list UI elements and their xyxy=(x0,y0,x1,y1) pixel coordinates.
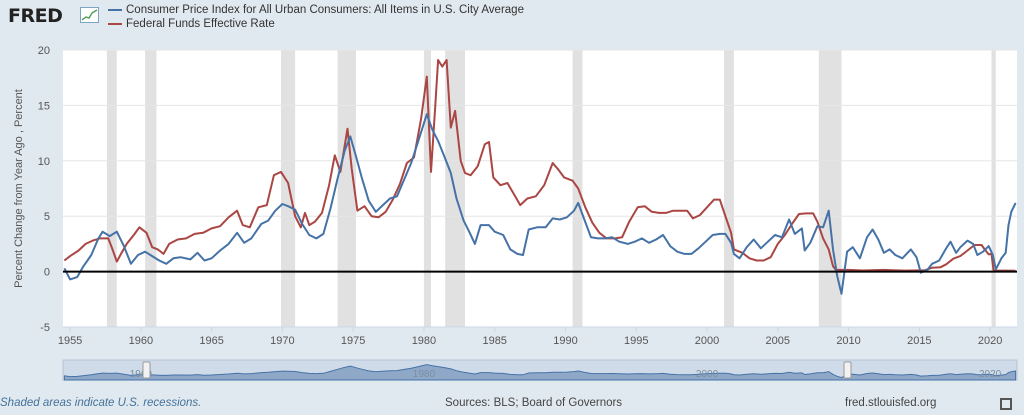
x-tick-label: 1960 xyxy=(129,335,153,347)
navigator-handle-left[interactable] xyxy=(142,361,151,379)
y-tick-label: -5 xyxy=(40,322,50,334)
recession-band xyxy=(724,50,734,327)
legend-swatch-ffr xyxy=(108,22,122,25)
y-axis-label: Percent Change from Year Ago , Percent xyxy=(13,89,25,288)
recession-band xyxy=(106,50,117,327)
x-tick-label: 1965 xyxy=(199,335,223,347)
navigator-area xyxy=(63,364,1017,381)
recession-band xyxy=(818,50,842,327)
x-axis-ticks: 1955 1960 1965 1970 1975 1980 1985 1990 1995 2000… xyxy=(58,326,1017,347)
range-navigator[interactable]: 1960 1980 2000 2020 xyxy=(62,359,1018,381)
navigator-label: 1980 xyxy=(413,369,436,380)
recession-note[interactable]: Shaded areas indicate U.S. recessions. xyxy=(0,397,202,409)
x-tick-label: 2000 xyxy=(695,335,719,347)
y-tick-label: 5 xyxy=(44,211,50,223)
x-tick-label: 1990 xyxy=(553,335,577,347)
line-chart-icon xyxy=(80,7,99,23)
series-line-ffr xyxy=(63,59,1016,272)
fullscreen-icon[interactable] xyxy=(1000,398,1012,410)
y-tick-label: 0 xyxy=(44,267,50,279)
recession-band xyxy=(145,50,157,327)
fred-logo[interactable]: FRED xyxy=(8,5,63,27)
y-tick-label: 15 xyxy=(38,100,50,112)
sources-text: Sources: BLS; Board of Governors xyxy=(445,397,623,409)
legend-item-cpi[interactable]: Consumer Price Index for All Urban Consu… xyxy=(108,4,524,16)
site-link[interactable]: fred.stlouisfed.org xyxy=(845,397,937,409)
x-tick-label: 2015 xyxy=(907,335,931,347)
x-tick-label: 1970 xyxy=(270,335,294,347)
navigator-label: 2000 xyxy=(696,369,719,380)
recession-band xyxy=(337,50,356,327)
series-lines xyxy=(63,59,1017,295)
x-tick-label: 1955 xyxy=(58,335,82,347)
x-tick-label: 1995 xyxy=(624,335,648,347)
x-tick-label: 2005 xyxy=(766,335,790,347)
navigator-handle-right[interactable] xyxy=(843,361,852,379)
legend-item-ffr[interactable]: Federal Funds Effective Rate xyxy=(108,18,275,30)
navigator-label: 2020 xyxy=(979,369,1002,380)
y-axis-ticks: -5 0 5 10 15 20 xyxy=(38,45,50,334)
legend-label-ffr: Federal Funds Effective Rate xyxy=(126,18,275,30)
navigator-label: 1960 xyxy=(130,369,153,380)
y-tick-label: 20 xyxy=(38,45,50,57)
series-line-cpi xyxy=(63,113,1017,295)
x-tick-label: 2020 xyxy=(978,335,1002,347)
x-tick-label: 2010 xyxy=(836,335,860,347)
x-tick-label: 1985 xyxy=(482,335,506,347)
legend-swatch-cpi xyxy=(108,8,122,11)
recession-band xyxy=(423,50,432,327)
recession-band xyxy=(280,50,296,327)
x-tick-label: 1980 xyxy=(412,335,436,347)
y-tick-label: 10 xyxy=(38,156,50,168)
legend-label-cpi: Consumer Price Index for All Urban Consu… xyxy=(126,4,524,16)
recession-band xyxy=(991,50,996,327)
x-tick-label: 1975 xyxy=(341,335,365,347)
plot-area xyxy=(63,50,1017,327)
